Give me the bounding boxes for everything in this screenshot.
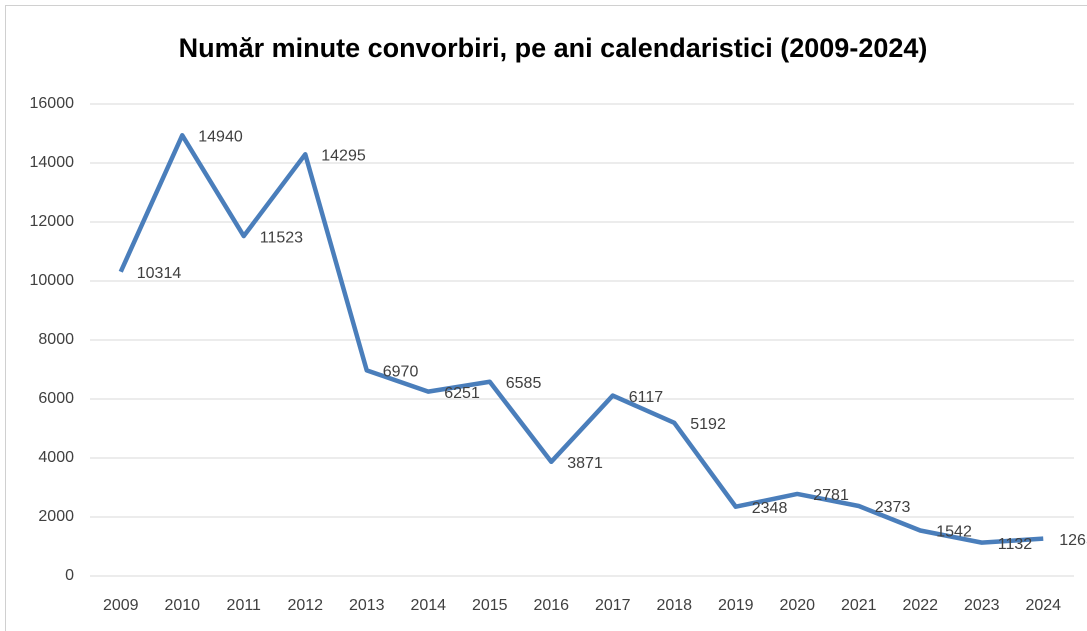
x-tick-label: 2011 bbox=[227, 597, 262, 614]
x-tick-label: 2016 bbox=[533, 597, 569, 614]
data-label: 1132 bbox=[998, 536, 1033, 553]
x-tick-label: 2009 bbox=[103, 597, 139, 614]
data-label: 14295 bbox=[321, 148, 366, 165]
data-label: 1542 bbox=[936, 524, 972, 541]
x-tick-label: 2018 bbox=[656, 597, 692, 614]
y-tick-label: 14000 bbox=[30, 154, 75, 171]
y-tick-label: 10000 bbox=[30, 272, 75, 289]
data-label: 6585 bbox=[506, 375, 542, 392]
x-tick-label: 2024 bbox=[1025, 597, 1061, 614]
data-label: 6251 bbox=[444, 385, 480, 402]
y-tick-label: 2000 bbox=[38, 508, 74, 525]
chart-title: Număr minute convorbiri, pe ani calendar… bbox=[179, 33, 928, 63]
data-label: 5192 bbox=[690, 416, 726, 433]
x-tick-label: 2019 bbox=[718, 597, 754, 614]
x-tick-label: 2014 bbox=[410, 597, 446, 614]
data-label: 3871 bbox=[567, 455, 603, 472]
y-tick-label: 12000 bbox=[30, 213, 75, 230]
data-label: 1265 bbox=[1059, 532, 1087, 549]
x-tick-label: 2017 bbox=[595, 597, 631, 614]
data-label: 10314 bbox=[137, 265, 182, 282]
y-tick-label: 4000 bbox=[38, 449, 74, 466]
chart-frame bbox=[5, 5, 1087, 631]
x-tick-label: 2020 bbox=[779, 597, 815, 614]
x-tick-label: 2023 bbox=[964, 597, 1000, 614]
y-tick-label: 0 bbox=[65, 567, 74, 584]
data-label: 6117 bbox=[629, 389, 664, 406]
x-tick-label: 2013 bbox=[349, 597, 385, 614]
data-label: 11523 bbox=[260, 229, 303, 246]
x-tick-label: 2015 bbox=[472, 597, 508, 614]
x-tick-label: 2022 bbox=[902, 597, 938, 614]
x-tick-label: 2010 bbox=[164, 597, 200, 614]
data-label: 6970 bbox=[383, 364, 419, 381]
data-label: 14940 bbox=[198, 128, 243, 145]
y-tick-label: 16000 bbox=[30, 95, 75, 112]
data-label: 2348 bbox=[752, 500, 788, 517]
data-label: 2781 bbox=[813, 487, 849, 504]
data-label: 2373 bbox=[875, 499, 911, 516]
x-tick-label: 2012 bbox=[287, 597, 323, 614]
y-tick-label: 8000 bbox=[38, 331, 74, 348]
y-tick-label: 6000 bbox=[38, 390, 74, 407]
data-line bbox=[118, 133, 1044, 545]
x-tick-label: 2021 bbox=[841, 597, 877, 614]
